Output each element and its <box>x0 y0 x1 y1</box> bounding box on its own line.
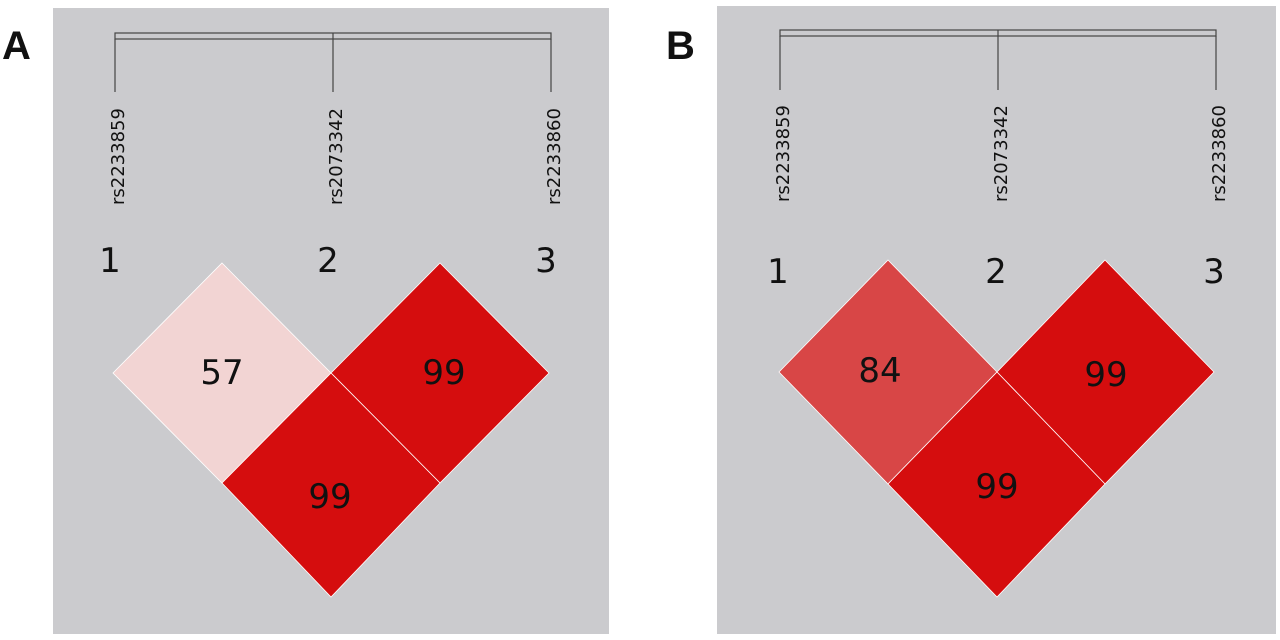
panel-a-snp-label-1: rs2233859 <box>108 108 129 205</box>
panel-b-letter: B <box>666 24 695 68</box>
panel-b: rs2233859 rs2073342 rs2233860 1 2 3 84 9… <box>717 6 1276 634</box>
panel-b-index-3: 3 <box>1203 252 1225 292</box>
panel-a-index-1: 1 <box>99 241 121 281</box>
panel-b-cell-value-2-3: 99 <box>1084 355 1127 395</box>
panel-a-snp-label-3: rs2233860 <box>544 108 565 205</box>
panel-b-snp-label-2: rs2073342 <box>991 105 1012 202</box>
panel-b-index-2: 2 <box>985 252 1007 292</box>
panel-a: rs2233859 rs2073342 rs2233860 1 2 3 57 9… <box>53 8 609 634</box>
panel-a-cell-value-1-3: 99 <box>308 477 351 517</box>
panel-b-index-1: 1 <box>767 252 789 292</box>
panel-b-cell-value-1-2: 84 <box>858 351 901 391</box>
panel-a-index-3: 3 <box>535 241 557 281</box>
panel-a-cell-1-3 <box>221 372 441 598</box>
panel-b-snp-label-1: rs2233859 <box>773 105 794 202</box>
panel-b-cell-value-1-3: 99 <box>975 467 1018 507</box>
panel-a-index-2: 2 <box>317 241 339 281</box>
panel-b-cell-1-3 <box>887 371 1106 598</box>
panel-a-cell-value-2-3: 99 <box>422 353 465 393</box>
panel-b-ruler <box>779 29 1217 90</box>
panel-b-snp-label-3: rs2233860 <box>1209 105 1230 202</box>
panel-a-ruler <box>114 32 552 92</box>
panel-a-snp-label-2: rs2073342 <box>326 108 347 205</box>
panel-a-letter: A <box>2 24 31 68</box>
panel-a-cell-value-1-2: 57 <box>200 353 243 393</box>
